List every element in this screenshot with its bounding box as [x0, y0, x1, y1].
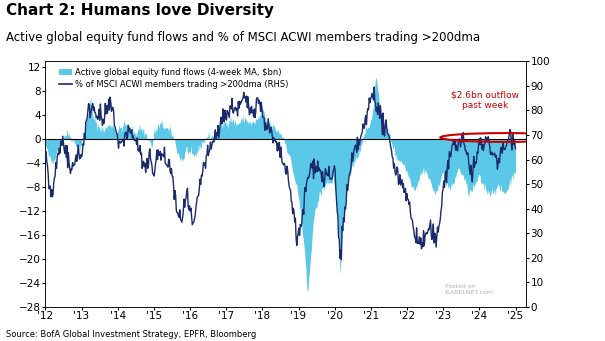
Text: $2.6bn outflow
past week: $2.6bn outflow past week [451, 90, 520, 110]
Text: Source: BofA Global Investment Strategy, EPFR, Bloomberg: Source: BofA Global Investment Strategy,… [6, 330, 257, 339]
Legend: Active global equity fund flows (4-week MA, $bn), % of MSCI ACWI members trading: Active global equity fund flows (4-week … [59, 68, 289, 89]
Text: Posted on
ISABELNET.com: Posted on ISABELNET.com [445, 284, 494, 295]
Text: Active global equity fund flows and % of MSCI ACWI members trading >200dma: Active global equity fund flows and % of… [6, 31, 480, 44]
Text: Chart 2: Humans love Diversity: Chart 2: Humans love Diversity [6, 3, 274, 18]
